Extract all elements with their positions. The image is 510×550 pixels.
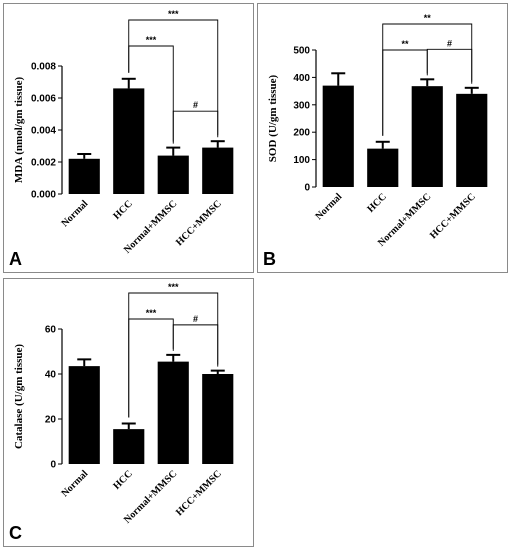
significance-label: *** <box>168 9 179 19</box>
bar <box>456 93 488 187</box>
y-tick-label: 500 <box>293 46 310 57</box>
bar <box>68 366 100 464</box>
category-label: Normal <box>313 191 344 222</box>
bar <box>202 147 234 194</box>
significance-label: *** <box>168 282 179 292</box>
significance-label: *** <box>146 35 157 45</box>
bar <box>322 85 354 187</box>
y-tick-label: 0.006 <box>31 94 56 105</box>
panel-label-c: C <box>9 523 22 543</box>
panel-a: 0.000 0.002 0.004 0.006 0.008 MDA (nmol/gm ti… <box>3 3 254 273</box>
y-tick-label: 0.004 <box>31 126 56 137</box>
bar <box>202 374 234 464</box>
chart-a: 0.000 0.002 0.004 0.006 0.008 MDA (nmol/gm ti… <box>13 9 234 256</box>
panel-b: 0 100 200 300 400 500 SOD (U/gm tissue) Normal H… <box>257 3 508 273</box>
category-label: HCC <box>365 191 389 215</box>
y-tick-label: 0 <box>304 183 310 194</box>
y-tick-label: 0 <box>50 460 56 471</box>
y-tick-label: 0.008 <box>31 62 56 73</box>
category-label: Normal <box>59 198 90 229</box>
bar <box>113 429 145 464</box>
significance-label: # <box>193 314 198 324</box>
y-tick-label: 300 <box>293 100 310 111</box>
y-tick-label: 0.002 <box>31 158 56 169</box>
significance-label: # <box>193 100 198 110</box>
significance-bracket <box>172 110 219 142</box>
bar <box>68 158 100 194</box>
significance-label: *** <box>146 308 157 318</box>
y-tick-label: 200 <box>293 128 310 139</box>
significance-label: ** <box>424 13 432 23</box>
significance-bracket <box>172 324 219 367</box>
category-label: HCC <box>111 198 135 222</box>
chart-b: 0 100 200 300 400 500 SOD (U/gm tissue) Normal H… <box>267 13 488 249</box>
y-axis-label: Catalase (U/gm tissue) <box>13 344 25 449</box>
bar <box>157 361 189 464</box>
category-label: HCC+MMSC <box>174 198 224 248</box>
category-label: HCC+MMSC <box>174 468 224 518</box>
y-axis-label: MDA (nmol/gm tissue) <box>13 77 25 184</box>
y-tick-label: 20 <box>45 415 57 426</box>
y-tick-label: 60 <box>45 325 57 336</box>
y-tick-label: 100 <box>293 155 310 166</box>
bar <box>411 86 443 187</box>
category-label: HCC+MMSC <box>428 191 478 241</box>
bar <box>113 88 145 194</box>
significance-bracket <box>128 19 219 136</box>
panel-c: 0 20 40 60 Catalase (U/gm tissue) Normal HCC No… <box>3 278 254 547</box>
panel-label-b: B <box>263 249 276 269</box>
significance-bracket <box>426 48 473 84</box>
significance-label: # <box>447 38 452 48</box>
y-tick-label: 40 <box>45 370 57 381</box>
category-label: HCC <box>111 468 135 492</box>
bar <box>367 148 399 187</box>
y-tick-label: 0.000 <box>31 190 56 201</box>
panel-label-a: A <box>9 249 22 269</box>
significance-label: ** <box>401 39 409 49</box>
y-tick-label: 400 <box>293 73 310 84</box>
category-label: Normal <box>59 468 90 499</box>
bar <box>157 155 189 194</box>
y-axis-label: SOD (U/gm tissue) <box>267 74 279 162</box>
